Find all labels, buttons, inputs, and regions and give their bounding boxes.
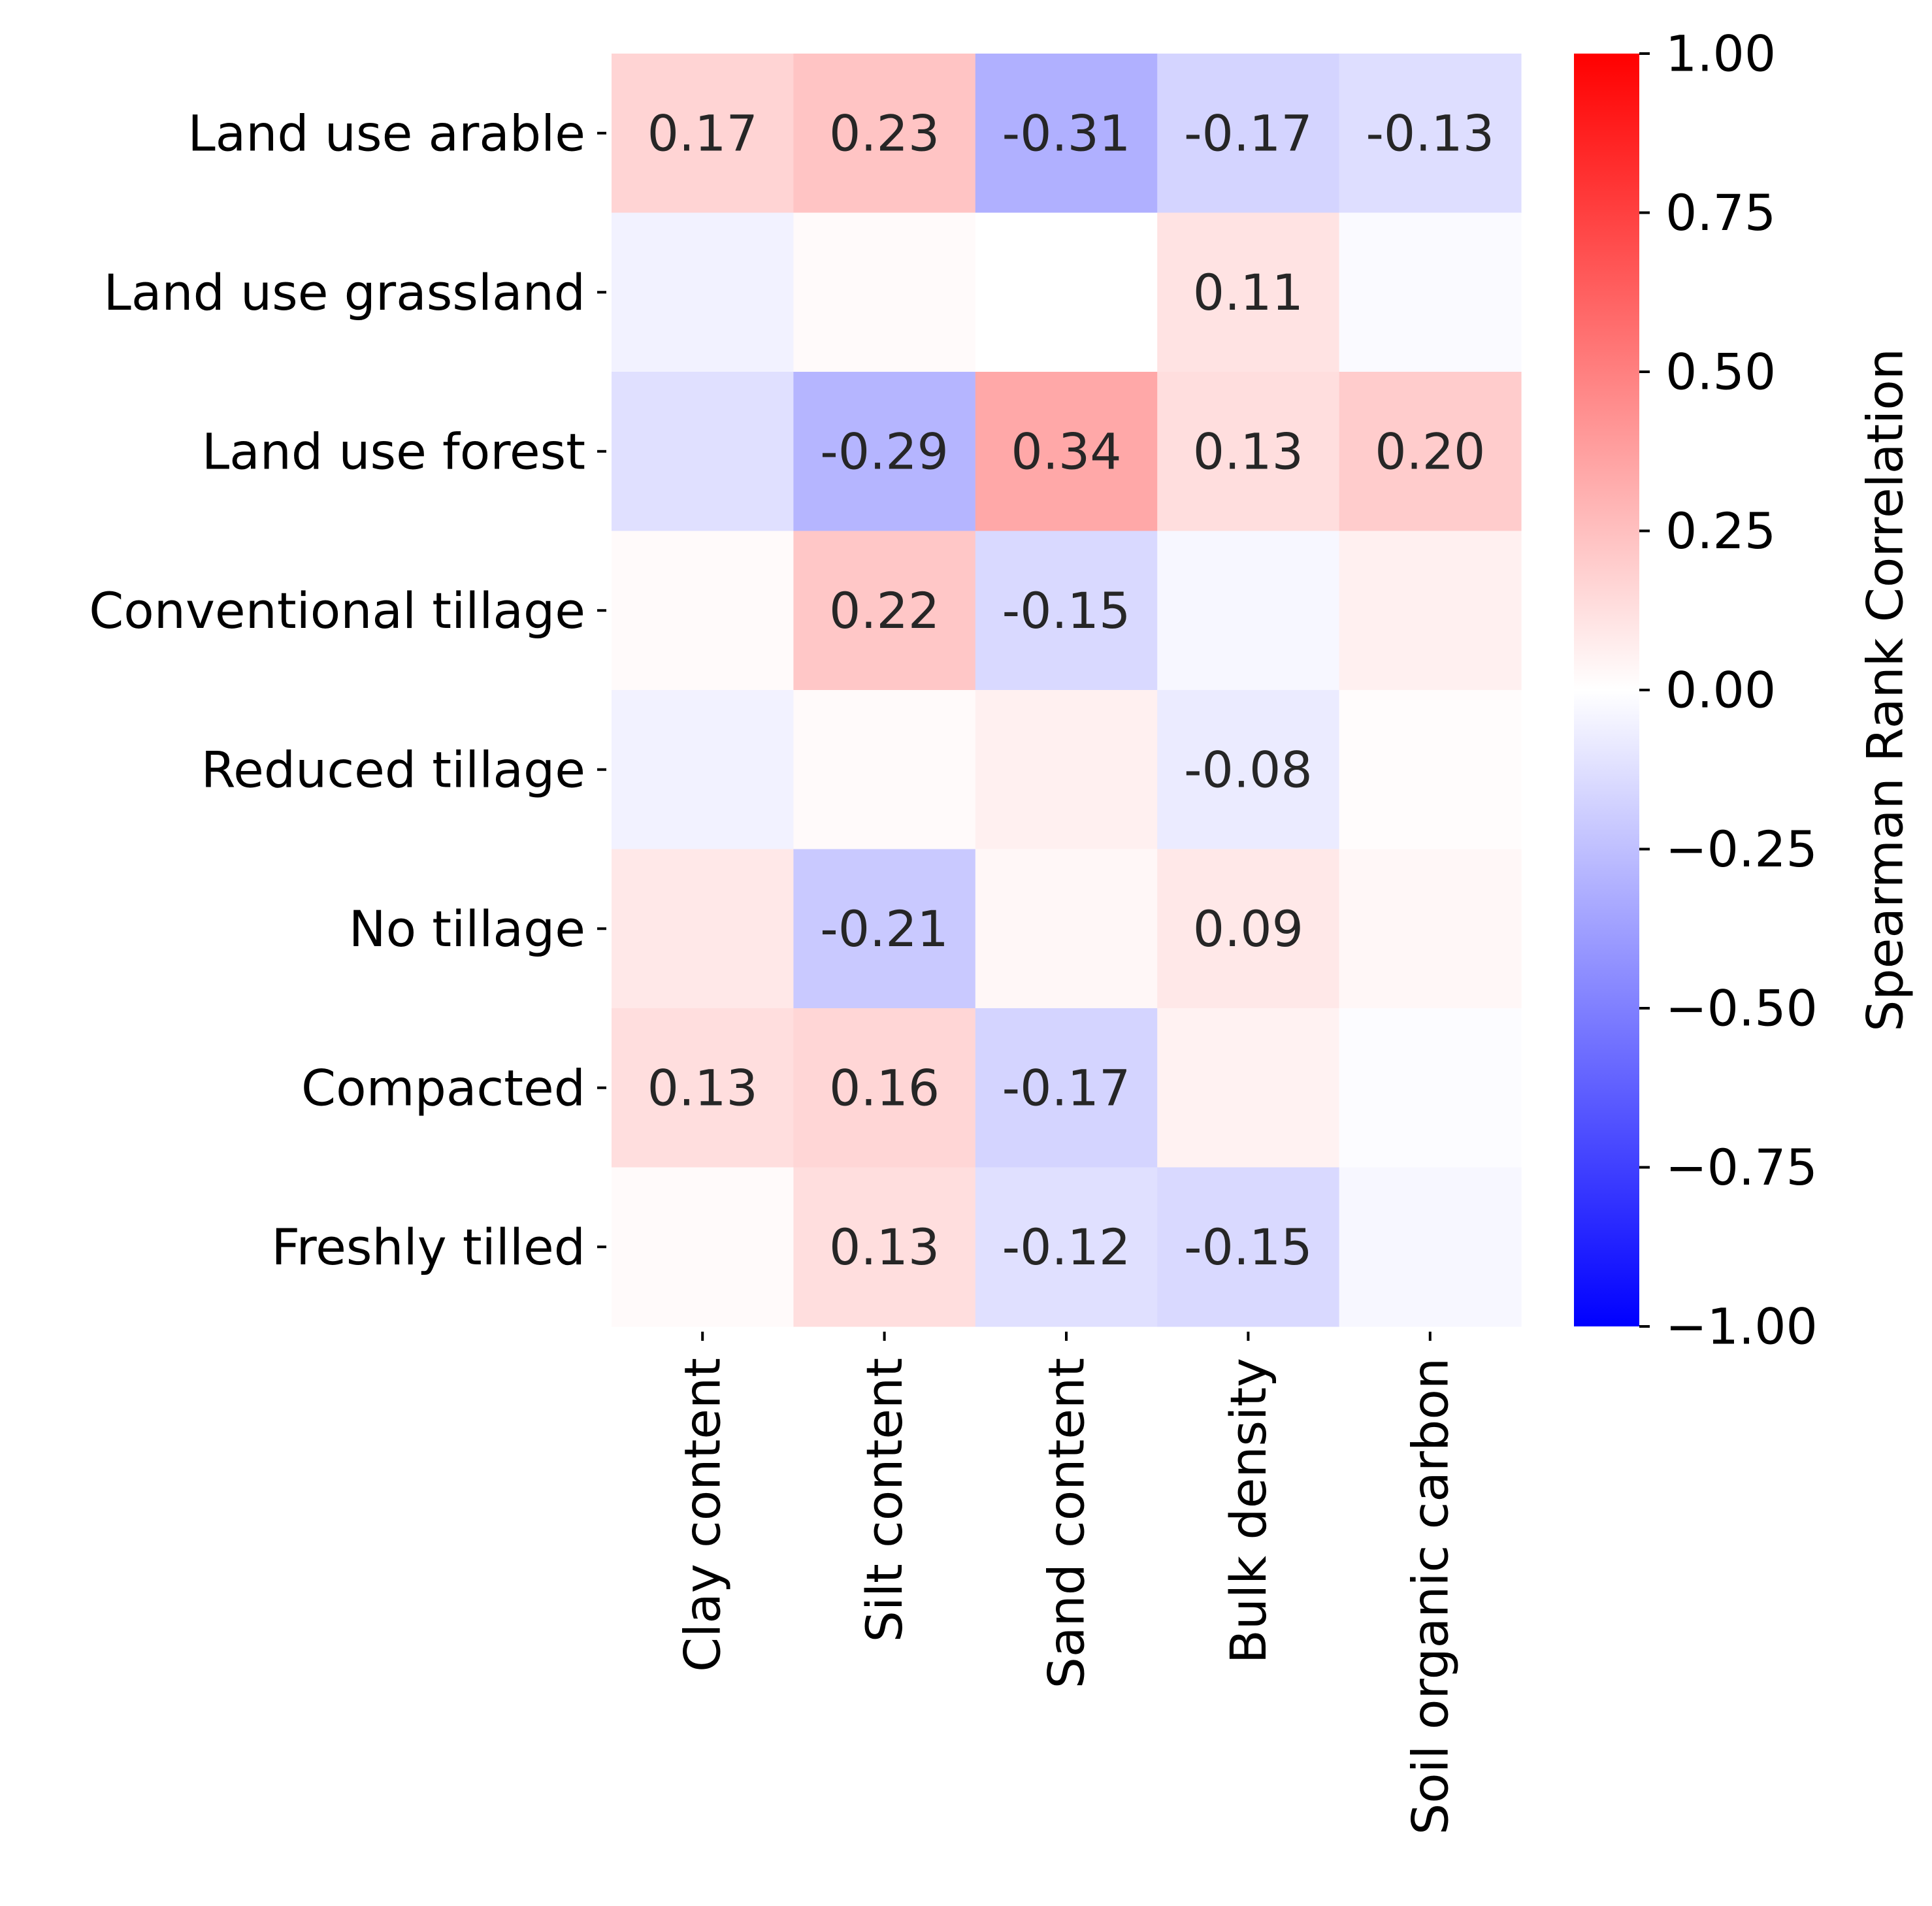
colorbar-tick-label: −0.50 <box>1665 979 1818 1038</box>
heatmap-cell <box>612 690 794 850</box>
heatmap-cell <box>612 531 794 691</box>
cell-annotation: -0.21 <box>820 900 949 958</box>
cell-annotation: -0.13 <box>1366 104 1494 162</box>
heatmap-cell <box>793 54 976 214</box>
cell-annotation: 0.23 <box>829 104 940 162</box>
colorbar-label: Spearman Rank Correlation <box>1856 348 1914 1032</box>
cell-annotation: -0.29 <box>820 422 949 480</box>
row-axis: Land use arable Land use grassland Land us… <box>89 104 606 1276</box>
heatmap-cell <box>793 212 976 372</box>
column-label: Bulk density <box>1219 1358 1277 1664</box>
row-label: Land use grassland <box>103 263 585 321</box>
colorbar-tick-label: −1.00 <box>1665 1298 1818 1356</box>
column-label: Silt content <box>855 1358 913 1642</box>
heatmap-cell <box>975 1167 1158 1327</box>
row-label: Freshly tilled <box>271 1218 585 1276</box>
heatmap-cell <box>1339 1008 1522 1168</box>
cell-annotation: 0.09 <box>1193 900 1303 958</box>
heatmap-cell <box>793 372 976 532</box>
heatmap-cell <box>793 531 976 691</box>
cell-annotation: 0.13 <box>647 1059 758 1117</box>
heatmap-cell <box>612 1167 794 1327</box>
cell-annotation: -0.31 <box>1002 104 1131 162</box>
colorbar-tick-label: 1.00 <box>1665 25 1776 83</box>
heatmap-cell <box>1157 212 1340 372</box>
row-label: Reduced tillage <box>201 740 585 798</box>
heatmap-cells <box>612 54 1522 1327</box>
cell-annotation: 0.13 <box>829 1218 940 1276</box>
cell-annotation: 0.16 <box>829 1059 940 1117</box>
heatmap-cell <box>612 212 794 372</box>
heatmap-cell <box>975 849 1158 1009</box>
column-axis: Clay content Silt content Sand content Bulk… <box>674 1332 1459 1835</box>
cell-annotation: -0.12 <box>1002 1218 1131 1276</box>
heatmap-cell <box>1157 531 1340 691</box>
heatmap-cell <box>1157 690 1340 850</box>
cell-annotations: 0.17 0.23 -0.31 -0.17 -0.13 0.11 -0.29 0.34 0.13… <box>647 104 1495 1276</box>
heatmap-cell <box>612 1008 794 1168</box>
heatmap-cell <box>1339 212 1522 372</box>
colorbar-tick-label: 0.25 <box>1665 502 1776 560</box>
heatmap-cell <box>793 1008 976 1168</box>
cell-annotation: -0.17 <box>1184 104 1313 162</box>
heatmap-cell <box>1157 1008 1340 1168</box>
cell-annotation: -0.08 <box>1184 740 1313 798</box>
cell-annotation: 0.22 <box>829 582 940 640</box>
colorbar-tick-label: −0.75 <box>1665 1138 1818 1196</box>
heatmap-cell <box>1339 849 1522 1009</box>
colorbar-tick-label: −0.25 <box>1665 820 1818 878</box>
row-label: No tillage <box>349 900 585 958</box>
cell-annotation: 0.34 <box>1011 422 1121 480</box>
heatmap-cell <box>1157 849 1340 1009</box>
heatmap-cell <box>1157 372 1340 532</box>
heatmap-cell <box>1157 54 1340 214</box>
row-label: Conventional tillage <box>89 582 585 640</box>
column-label: Clay content <box>674 1358 732 1672</box>
heatmap-cell <box>975 212 1158 372</box>
cell-annotation: 0.20 <box>1375 422 1485 480</box>
cell-annotation: 0.11 <box>1193 263 1303 321</box>
heatmap-cell <box>793 849 976 1009</box>
heatmap-cell <box>612 54 794 214</box>
column-label: Sand content <box>1038 1358 1096 1688</box>
column-label: Soil organic carbon <box>1401 1358 1459 1835</box>
heatmap-cell <box>975 1008 1158 1168</box>
heatmap-cell <box>793 690 976 850</box>
colorbar-tick-label: 0.00 <box>1665 661 1776 719</box>
cell-annotation: 0.17 <box>647 104 758 162</box>
row-label: Land use forest <box>202 422 585 480</box>
heatmap-cell <box>975 690 1158 850</box>
heatmap-cell <box>1157 1167 1340 1327</box>
colorbar: 1.00 0.75 0.50 0.25 0.00 −0.25 −0.50 −0.75 −1.00… <box>1574 25 1914 1356</box>
heatmap-cell <box>612 372 794 532</box>
row-label: Land use arable <box>188 104 585 162</box>
heatmap-cell <box>1339 54 1522 214</box>
heatmap-cell <box>975 531 1158 691</box>
cell-annotation: -0.17 <box>1002 1059 1131 1117</box>
heatmap-cell <box>793 1167 976 1327</box>
colorbar-tick-label: 0.50 <box>1665 343 1776 401</box>
heatmap-cell <box>1339 690 1522 850</box>
colorbar-gradient <box>1574 54 1639 1326</box>
heatmap-cell <box>975 54 1158 214</box>
colorbar-ticks: 1.00 0.75 0.50 0.25 0.00 −0.25 −0.50 −0.75 −1.00 <box>1639 25 1818 1356</box>
heatmap-cell <box>1339 372 1522 532</box>
colorbar-tick-label: 0.75 <box>1665 184 1776 242</box>
cell-annotation: -0.15 <box>1002 582 1131 640</box>
cell-annotation: 0.13 <box>1193 422 1303 480</box>
heatmap-cell <box>1339 1167 1522 1327</box>
cell-annotation: -0.15 <box>1184 1218 1313 1276</box>
row-label: Compacted <box>301 1059 585 1117</box>
heatmap-cell <box>612 849 794 1009</box>
heatmap-cell <box>1339 531 1522 691</box>
heatmap-cell <box>975 372 1158 532</box>
